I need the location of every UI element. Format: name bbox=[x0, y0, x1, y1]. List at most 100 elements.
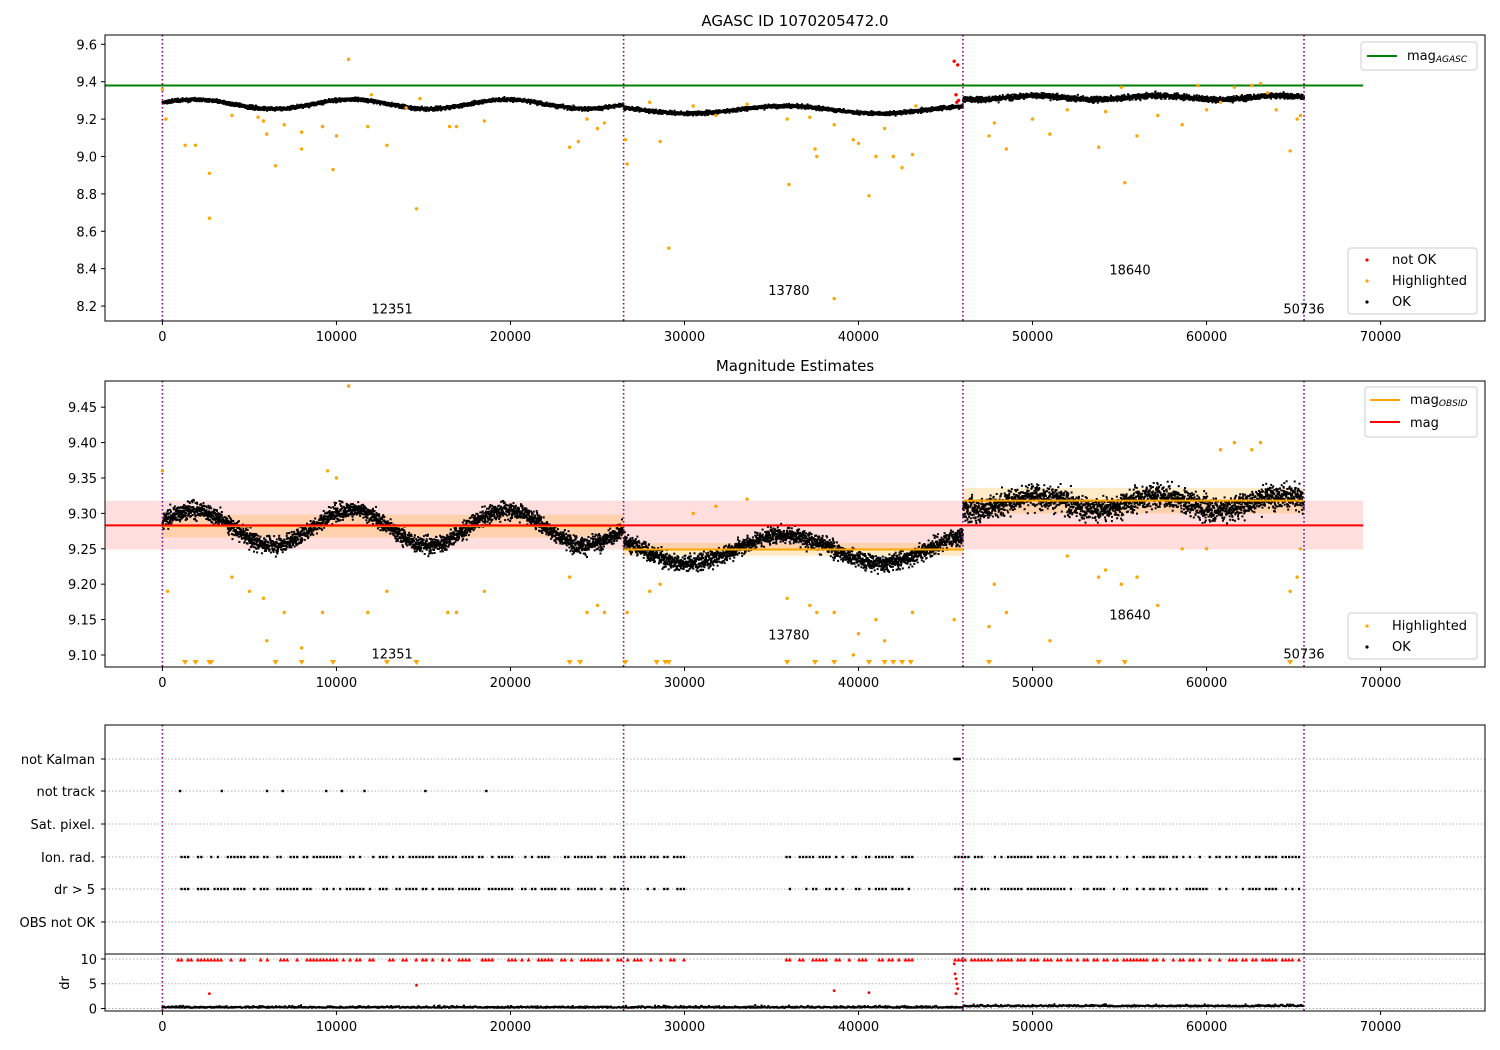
ok-point bbox=[401, 103, 404, 106]
plot-area bbox=[105, 35, 1364, 321]
ok-point bbox=[797, 103, 800, 106]
ok-point bbox=[543, 105, 546, 107]
ok-point bbox=[497, 100, 500, 103]
ok-point bbox=[308, 106, 311, 109]
ok-point bbox=[526, 101, 529, 104]
ok-point bbox=[218, 102, 221, 104]
ok-point bbox=[921, 110, 924, 113]
ok-point bbox=[430, 106, 432, 109]
ok-point bbox=[520, 98, 523, 101]
ok-point bbox=[473, 103, 475, 106]
ok-point bbox=[247, 108, 249, 110]
ok-point bbox=[469, 102, 472, 105]
ok-point bbox=[355, 96, 358, 99]
ok-point bbox=[503, 96, 506, 98]
ok-point bbox=[322, 103, 325, 106]
ok-point bbox=[503, 100, 506, 103]
ok-point bbox=[452, 103, 455, 106]
ok-point bbox=[509, 100, 512, 103]
ok-point bbox=[491, 100, 494, 103]
ok-point bbox=[254, 104, 257, 107]
ok-point bbox=[688, 110, 690, 113]
ok-point bbox=[597, 108, 600, 111]
ok-point bbox=[449, 108, 452, 111]
ok-point bbox=[165, 102, 168, 105]
ok-point bbox=[785, 103, 788, 106]
ok-point bbox=[893, 113, 896, 116]
ok-point bbox=[909, 108, 912, 111]
ok-point bbox=[480, 99, 483, 102]
ok-point bbox=[413, 109, 416, 112]
ok-point bbox=[439, 105, 442, 108]
ok-point bbox=[878, 110, 881, 113]
ok-point bbox=[344, 97, 347, 100]
ok-point bbox=[941, 109, 944, 112]
ok-point bbox=[510, 97, 513, 99]
ok-point bbox=[461, 106, 464, 109]
ok-point bbox=[292, 104, 295, 107]
ok-point bbox=[801, 103, 803, 106]
ok-point bbox=[354, 96, 356, 99]
ok-point bbox=[288, 108, 291, 111]
ok-point bbox=[566, 108, 569, 111]
ok-point bbox=[926, 110, 929, 113]
ok-point bbox=[266, 109, 269, 112]
ok-point bbox=[190, 97, 193, 100]
ok-point bbox=[905, 112, 908, 115]
ok-point bbox=[268, 106, 271, 109]
ok-points bbox=[161, 90, 1305, 117]
ok-point bbox=[309, 105, 312, 108]
ok-point bbox=[280, 109, 283, 112]
ok-point bbox=[789, 107, 792, 110]
ok-point bbox=[181, 100, 184, 103]
agasc-panel-title: AGASC ID 1070205472.0 bbox=[701, 12, 888, 30]
ok-point bbox=[601, 109, 604, 112]
ok-point bbox=[216, 99, 219, 102]
ok-point bbox=[529, 102, 532, 105]
ok-point bbox=[822, 105, 825, 108]
ok-point bbox=[695, 114, 698, 117]
ok-point bbox=[177, 98, 179, 101]
ok-point bbox=[613, 106, 616, 109]
ok-point bbox=[530, 98, 533, 101]
ok-point bbox=[251, 104, 253, 107]
ok-point bbox=[631, 105, 634, 108]
ok-point bbox=[187, 101, 190, 104]
ok-point bbox=[498, 97, 501, 99]
ok-point bbox=[685, 114, 688, 117]
ok-point bbox=[513, 96, 516, 99]
ok-point bbox=[423, 109, 426, 112]
ok-point bbox=[263, 109, 266, 112]
ok-point bbox=[841, 111, 844, 114]
ok-point bbox=[395, 102, 398, 105]
ok-point bbox=[357, 96, 360, 99]
ok-point bbox=[321, 103, 324, 106]
ok-point bbox=[673, 109, 676, 112]
ok-point bbox=[903, 109, 906, 112]
ok-point bbox=[248, 108, 251, 110]
ok-point bbox=[563, 107, 566, 110]
ok-point bbox=[763, 108, 766, 111]
ok-point bbox=[536, 103, 539, 106]
ok-point bbox=[398, 104, 401, 107]
ok-point bbox=[662, 109, 665, 112]
ok-point bbox=[683, 114, 686, 117]
ok-point bbox=[545, 101, 548, 104]
ok-point bbox=[168, 101, 171, 104]
ok-point bbox=[607, 107, 610, 110]
ok-point bbox=[898, 113, 900, 115]
ok-point bbox=[920, 106, 923, 109]
ok-point bbox=[888, 114, 891, 117]
ok-point bbox=[715, 109, 718, 112]
ok-point bbox=[919, 112, 922, 114]
ok-point bbox=[228, 104, 231, 107]
ok-point bbox=[934, 106, 937, 109]
ok-point bbox=[212, 98, 215, 101]
ok-point bbox=[629, 108, 632, 111]
ok-point bbox=[562, 103, 564, 106]
ok-point bbox=[498, 100, 501, 103]
ok-point bbox=[809, 104, 812, 107]
ok-point bbox=[870, 110, 873, 112]
ok-point bbox=[385, 104, 388, 107]
ok-point bbox=[402, 104, 405, 107]
